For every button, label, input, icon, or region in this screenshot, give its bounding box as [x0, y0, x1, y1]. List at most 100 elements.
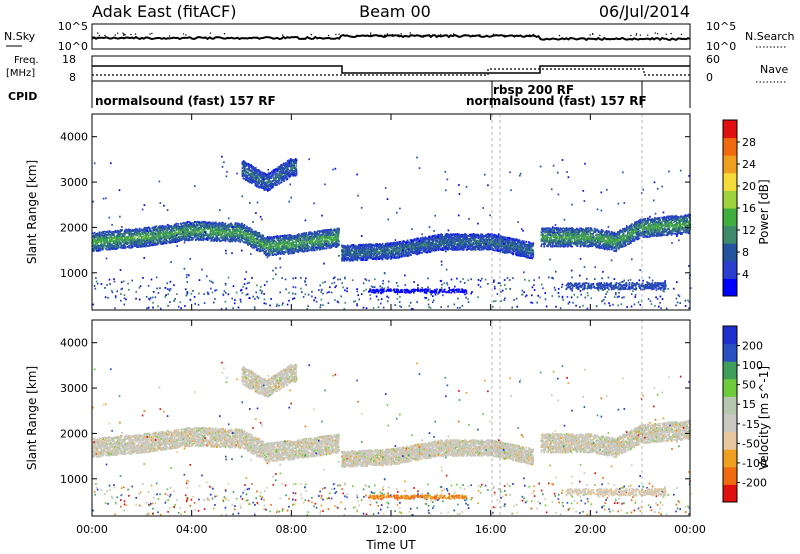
power-cell	[344, 258, 347, 261]
power-cell	[113, 248, 115, 250]
power-cell	[127, 231, 129, 234]
power-cell	[270, 249, 273, 252]
power-cell	[177, 231, 180, 233]
power-cell	[262, 235, 265, 237]
power-cell	[166, 240, 168, 243]
power-cell	[208, 233, 211, 236]
power-cell	[181, 238, 183, 240]
power-cell	[232, 235, 234, 238]
station-title: Adak East (fitACF)	[92, 2, 236, 21]
power-cell	[175, 226, 178, 228]
power-cell	[168, 232, 171, 235]
power-cell	[96, 242, 98, 245]
power-cell	[195, 232, 198, 235]
noise-sky-series	[91, 34, 691, 42]
noise-point	[654, 32, 656, 34]
power-cell	[233, 232, 236, 235]
noise-point	[558, 34, 561, 37]
power-cell	[333, 228, 336, 231]
power-cell	[346, 254, 348, 257]
power-cell	[121, 245, 123, 247]
power-cell	[323, 244, 325, 246]
power-cell	[170, 233, 172, 236]
power-cell	[229, 236, 231, 238]
power-cell	[119, 229, 122, 231]
power-cell	[250, 238, 252, 240]
power-cell	[166, 230, 169, 233]
power-cell	[105, 234, 108, 236]
power-cell	[193, 236, 195, 239]
noise-point	[104, 34, 106, 37]
power-cell	[108, 240, 111, 243]
power-cell	[247, 174, 250, 176]
power-cell	[279, 240, 281, 243]
power-cell	[225, 230, 228, 233]
power-cell	[251, 229, 253, 231]
power-cell	[202, 238, 205, 241]
noise-point	[647, 34, 649, 36]
power-cell	[280, 170, 282, 172]
power-cell	[350, 253, 353, 255]
power-cell	[154, 237, 157, 239]
power-cell	[304, 236, 307, 239]
power-cell	[146, 233, 149, 235]
power-cell	[313, 244, 315, 246]
power-cell	[168, 238, 171, 241]
power-cell	[280, 181, 282, 184]
power-cell	[148, 245, 150, 247]
power-cell	[316, 236, 318, 239]
power-cell	[251, 234, 253, 237]
power-cell	[349, 253, 352, 255]
power-cell	[163, 225, 166, 228]
power-cell	[274, 183, 277, 185]
power-cell	[114, 247, 116, 250]
power-cell	[307, 241, 310, 244]
power-cell	[241, 167, 244, 170]
power-cell	[253, 167, 255, 170]
power-cell	[253, 177, 256, 180]
power-cell	[358, 247, 360, 250]
power-cell	[343, 260, 346, 262]
power-cell	[284, 174, 286, 177]
power-cell	[143, 243, 145, 245]
power-cell	[346, 250, 349, 252]
power-cell	[311, 233, 314, 236]
noise-point	[383, 34, 386, 36]
power-cell	[295, 165, 297, 167]
power-cell	[265, 181, 268, 183]
power-cell	[309, 242, 312, 245]
power-cell	[102, 231, 104, 233]
power-cell	[244, 179, 247, 182]
power-cell	[352, 250, 354, 253]
power-cell	[284, 173, 286, 175]
power-cell	[293, 172, 295, 175]
power-cell	[298, 243, 300, 246]
power-cell	[117, 246, 119, 249]
power-cell	[316, 243, 319, 246]
power-cell	[189, 236, 192, 239]
power-cell	[341, 254, 343, 256]
power-cell	[186, 232, 188, 234]
power-cell	[257, 179, 259, 182]
power-cell	[191, 232, 194, 234]
power-cell	[193, 232, 195, 235]
power-cell	[290, 167, 292, 170]
power-cell	[243, 161, 246, 163]
power-cell	[272, 185, 274, 187]
power-cell	[176, 240, 179, 242]
power-cell	[127, 230, 129, 233]
power-cell	[233, 235, 235, 238]
power-cell	[291, 238, 293, 241]
power-cell	[176, 232, 179, 235]
power-cell	[168, 234, 171, 236]
power-cell	[335, 246, 337, 248]
power-cell	[170, 225, 173, 227]
power-cell	[294, 158, 297, 160]
power-cell	[152, 241, 155, 244]
power-cell	[190, 230, 192, 233]
power-cell	[263, 183, 266, 186]
power-cell	[345, 245, 347, 248]
power-cell	[269, 172, 271, 175]
power-cell	[271, 172, 274, 175]
